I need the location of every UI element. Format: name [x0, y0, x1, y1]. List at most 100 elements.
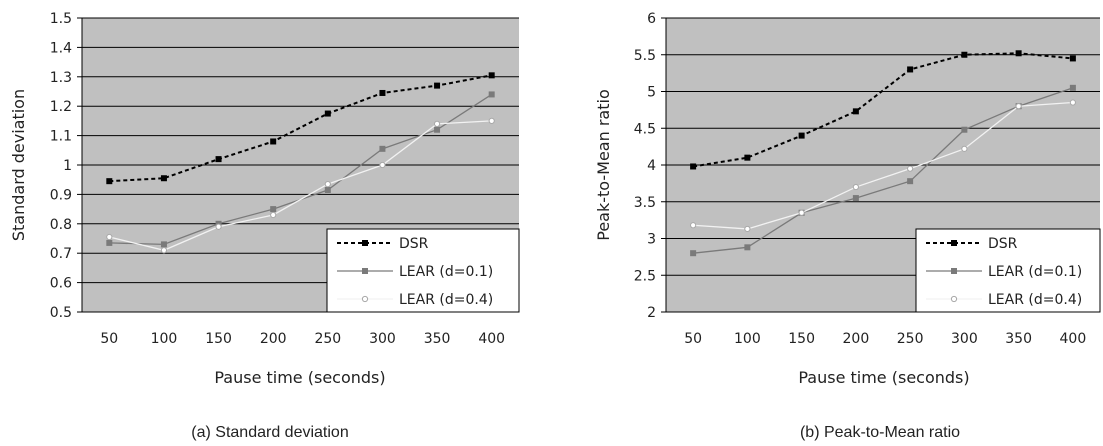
chart-b-data-point: [1069, 55, 1076, 62]
chart-a-y-tick-label: 0.7: [50, 246, 72, 262]
chart-a-y-tick-label: 1.4: [50, 40, 72, 56]
chart-b-data-point: [852, 183, 859, 191]
chart-b-data-point: [852, 108, 859, 115]
chart-b-data-point: [1069, 99, 1076, 106]
chart-a-x-ticks: 50 100 150 200 250 300 350 400: [100, 331, 505, 347]
chart-b-data-point: [744, 225, 751, 233]
chart-b-data-point: [690, 222, 697, 229]
chart-a-y-tick-label: 0.6: [50, 276, 72, 292]
chart-a-x-tick-label: 350: [424, 331, 451, 347]
chart-b-y-tick-label: 4.5: [634, 121, 656, 137]
chart-a-y-tick-label: 1.5: [50, 11, 72, 27]
chart-b-series-2: [690, 99, 1076, 233]
chart-a-y-tick-label: 1.2: [50, 99, 72, 115]
chart-a-legend-item: DSR: [337, 236, 429, 252]
chart-a-data-point: [160, 175, 167, 182]
chart-a-legend-label: LEAR (d=0.4): [399, 292, 493, 308]
chart-a-series-line: [109, 74, 492, 183]
chart-a-series: [106, 72, 495, 254]
chart-a-y-tick-label: 1.1: [50, 129, 72, 145]
chart-b-data-point: [1069, 84, 1076, 91]
chart-b-data-point: [744, 154, 751, 161]
chart-b-legend-label: LEAR (d=0.4): [988, 292, 1082, 308]
chart-b-x-tick-label: 400: [1060, 331, 1087, 347]
chart-b-y-tick-label: 2: [647, 305, 656, 321]
chart-a-caption: (a) Standard deviation: [191, 424, 348, 441]
chart-a-x-tick-label: 150: [205, 331, 232, 347]
chart-a-y-tick-label: 0.9: [50, 187, 72, 203]
chart-a-legend-marker: [362, 268, 368, 274]
chart-b-x-tick-label: 200: [843, 331, 870, 347]
chart-a-gridlines: [82, 17, 519, 313]
chart-a-data-point: [324, 110, 331, 117]
chart-b-data-point: [907, 165, 914, 172]
chart-b-data-point: [1015, 103, 1022, 110]
chart-a-x-tick-label: 100: [151, 331, 178, 347]
chart-b-data-point: [690, 250, 697, 257]
chart-b-legend-item: LEAR (d=0.4): [926, 292, 1082, 308]
chart-b-x-axis-title: Pause time (seconds): [798, 368, 969, 387]
chart-a-y-tick-label: 1: [63, 158, 72, 174]
chart-a-x-axis-title: Pause time (seconds): [214, 368, 385, 387]
chart-b-series-line: [693, 101, 1073, 230]
chart-a-data-point: [434, 126, 441, 133]
chart-b-y-axis-title: Peak-to-Mean ratio: [594, 89, 613, 240]
chart-b-y-tick-label: 2.5: [634, 268, 656, 284]
chart-a-data-point: [270, 211, 277, 219]
chart-a-series-2: [106, 117, 495, 254]
chart-a-data-point: [433, 120, 441, 127]
chart-b-data-point: [690, 163, 697, 170]
chart-a-legend-label: LEAR (d=0.1): [399, 264, 493, 280]
chart-a-data-point: [215, 223, 222, 230]
chart-a-data-point: [106, 239, 113, 246]
chart-a-data-point: [488, 117, 495, 125]
chart-b-x-tick-label: 50: [684, 331, 702, 347]
chart-b-x-tick-label: 300: [951, 331, 978, 347]
chart-b-data-point: [907, 66, 914, 73]
chart-b-data-point: [852, 195, 859, 202]
chart-b-legend-marker: [951, 268, 957, 274]
chart-a-legend-marker: [361, 295, 369, 303]
chart-a: 0.5 0.6 0.7 0.8 0.9 1 1.1 1.2 1.3 1.4 1.5 50 100 150…: [9, 11, 520, 441]
chart-b-x-tick-label: 350: [1005, 331, 1032, 347]
chart-a-data-point: [324, 181, 331, 188]
chart-b-data-point: [907, 178, 914, 185]
chart-a-data-point: [106, 233, 113, 241]
chart-a-data-point: [379, 89, 386, 96]
chart-b-y-tick-label: 5.5: [634, 48, 656, 64]
chart-a-x-tick-label: 200: [260, 331, 287, 347]
chart-b-y-tick-label: 3: [647, 232, 656, 248]
chart-b-x-tick-label: 150: [788, 331, 815, 347]
chart-b-x-ticks: 50 100 150 200 250 300 350 400: [684, 331, 1086, 347]
chart-a-x-tick-label: 50: [100, 331, 118, 347]
chart-a-y-tick-label: 0.5: [50, 305, 72, 321]
chart-b-series-line: [692, 52, 1073, 168]
chart-a-data-point: [270, 206, 277, 213]
chart-a-data-point: [270, 138, 277, 145]
chart-a-y-tick-label: 0.8: [50, 217, 72, 233]
chart-a-legend-item: LEAR (d=0.1): [337, 264, 493, 280]
chart-a-data-point: [434, 82, 441, 89]
chart-b-caption: (b) Peak-to-Mean ratio: [800, 424, 960, 441]
chart-a-x-tick-label: 250: [314, 331, 341, 347]
chart-b-series-line: [693, 87, 1074, 254]
chart-b-legend-marker: [951, 240, 957, 246]
chart-b-data-point: [798, 209, 805, 216]
chart-a-data-point: [106, 178, 113, 185]
chart-b-data-point: [961, 126, 968, 133]
chart-a-series-line: [109, 120, 492, 251]
chart-a-legend-label: DSR: [399, 236, 429, 252]
chart-a-x-tick-label: 300: [369, 331, 396, 347]
chart-a-data-point: [379, 145, 386, 152]
chart-a-data-point: [160, 247, 168, 254]
chart-a-data-point: [488, 91, 495, 98]
chart-b-data-point: [961, 145, 968, 152]
chart-b-y-tick-label: 6: [647, 11, 656, 27]
chart-a-data-point: [379, 161, 386, 169]
chart-b-data-point: [744, 244, 751, 251]
chart-a-legend-item: LEAR (d=0.4): [337, 292, 493, 308]
chart-b: 2 2.5 3 3.5 4 4.5 5 5.5 6 50 100 150 200 250 300 350 40…: [594, 11, 1101, 441]
chart-b-legend-marker: [950, 295, 958, 303]
chart-b-y-tick-label: 3.5: [634, 195, 656, 211]
